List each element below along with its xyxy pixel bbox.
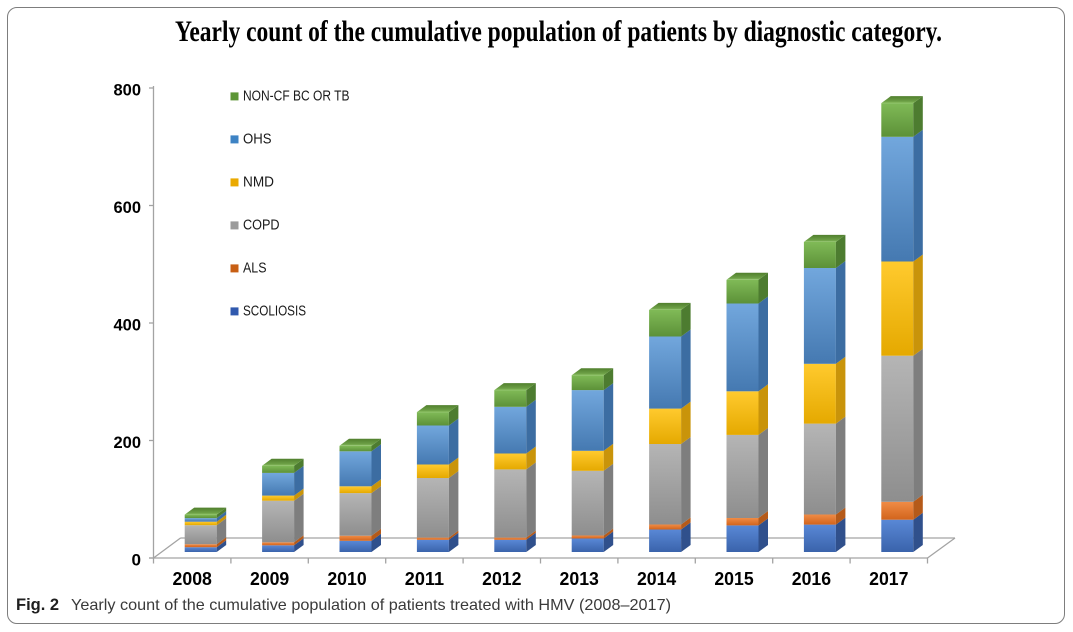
svg-text:NON-CF BC OR TB: NON-CF BC OR TB <box>243 89 350 105</box>
svg-text:2012: 2012 <box>482 569 521 589</box>
svg-text:Yearly count of the cumulative: Yearly count of the cumulative populatio… <box>71 597 671 614</box>
svg-text:OHS: OHS <box>243 132 272 148</box>
svg-text:ALS: ALS <box>243 261 267 277</box>
svg-text:2009: 2009 <box>250 569 289 589</box>
svg-text:2016: 2016 <box>792 569 831 589</box>
svg-text:SCOLIOSIS: SCOLIOSIS <box>243 304 306 320</box>
svg-text:NMD: NMD <box>243 175 274 191</box>
svg-text:2011: 2011 <box>405 569 444 589</box>
svg-text:2015: 2015 <box>714 569 753 589</box>
svg-text:Fig. 2: Fig. 2 <box>16 596 59 614</box>
svg-text:400: 400 <box>114 316 142 335</box>
svg-text:2014: 2014 <box>637 569 676 589</box>
svg-text:0: 0 <box>132 551 142 570</box>
svg-text:COPD: COPD <box>243 218 280 234</box>
svg-text:200: 200 <box>114 433 142 452</box>
svg-text:Yearly count of the cumulative: Yearly count of the cumulative populatio… <box>175 15 942 48</box>
svg-text:2008: 2008 <box>173 569 212 589</box>
svg-text:800: 800 <box>114 81 142 100</box>
svg-text:2010: 2010 <box>327 569 366 589</box>
svg-text:600: 600 <box>114 198 142 217</box>
svg-text:2017: 2017 <box>869 569 908 589</box>
svg-text:2013: 2013 <box>560 569 599 589</box>
